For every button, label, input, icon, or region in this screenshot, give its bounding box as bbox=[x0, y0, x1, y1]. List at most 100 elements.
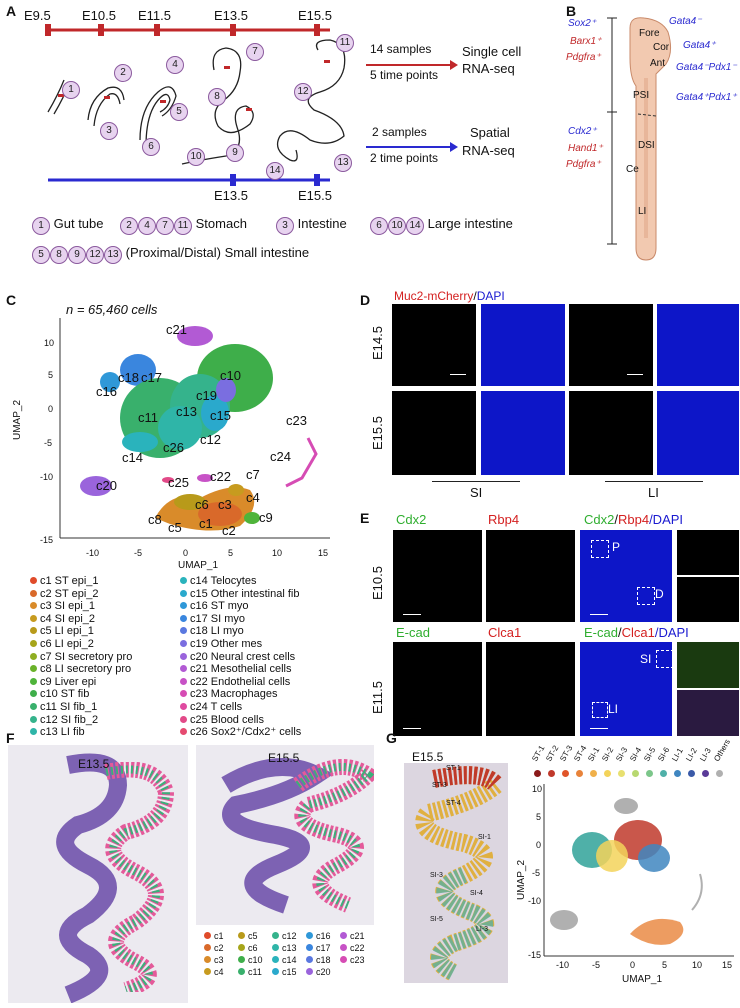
stain-rbp4: Rbp4 bbox=[488, 512, 520, 527]
micrograph-mcherry-si-e14 bbox=[392, 304, 476, 386]
legend-entry: c22 Endothelial cells bbox=[180, 676, 301, 689]
x-tick: -10 bbox=[556, 960, 570, 970]
legend-text: c24 T cells bbox=[190, 700, 243, 713]
region-ant: Ant bbox=[650, 58, 666, 69]
sample-circle: 9 bbox=[226, 144, 244, 162]
panel-a-schematic bbox=[45, 24, 346, 186]
box-label-d: D bbox=[655, 587, 664, 601]
legend-text: c11 bbox=[248, 967, 262, 977]
legend-swatch bbox=[340, 944, 347, 951]
cluster-label: c21 bbox=[166, 322, 187, 337]
marker-cdx2: Cdx2⁺ bbox=[568, 126, 597, 137]
stage-label-e13-5: E13.5 bbox=[78, 757, 110, 771]
legend-swatch bbox=[548, 770, 555, 777]
legend-text: c21 bbox=[350, 931, 365, 941]
legend-entry: c1 ST epi_1 bbox=[30, 575, 132, 588]
sample-circle: 10 bbox=[187, 148, 205, 166]
cluster-label: c17 bbox=[141, 370, 162, 385]
y-tick: 0 bbox=[48, 404, 54, 414]
y-axis-label-g: UMAP_2 bbox=[516, 859, 527, 900]
legend-text: LI-1 bbox=[670, 746, 685, 763]
legend-swatch bbox=[30, 602, 37, 610]
cluster-label: c20 bbox=[96, 478, 117, 493]
legend-swatch bbox=[180, 665, 187, 673]
legend-swatch bbox=[272, 956, 279, 963]
sample-circle: 11 bbox=[336, 34, 354, 52]
box-p bbox=[591, 540, 609, 558]
umap-plot bbox=[59, 318, 330, 539]
row-label-e15-5: E15.5 bbox=[370, 416, 385, 450]
cluster-label: c24 bbox=[270, 449, 291, 464]
legend-entry: c10 bbox=[238, 954, 263, 967]
legend-gut-tube: 1 Gut tube bbox=[32, 216, 104, 235]
legend-text: c25 Blood cells bbox=[190, 713, 264, 726]
legend-small-intestine: 5 8 9 12 13 (Proximal/Distal) Small intestin… bbox=[32, 245, 309, 264]
legend-text: c21 Mesothelial cells bbox=[190, 663, 292, 676]
y-tick: 5 bbox=[48, 370, 54, 380]
legend-swatch bbox=[272, 944, 279, 951]
row-label-e14-5: E14.5 bbox=[370, 326, 385, 360]
legend-text: ST-4 bbox=[572, 743, 589, 763]
legend-text: c12 SI fib_2 bbox=[40, 713, 99, 726]
legend-swatch bbox=[30, 577, 37, 584]
legend-text: SI-4 bbox=[628, 745, 644, 763]
legend-text: c5 LI epi_1 bbox=[40, 625, 94, 638]
cluster-label: c14 bbox=[122, 450, 143, 465]
legend-entry: c13 bbox=[272, 942, 297, 955]
y-tick: -5 bbox=[532, 868, 541, 878]
spot-overlay-e15 bbox=[288, 755, 381, 920]
legend-text: c7 SI secretory pro bbox=[40, 650, 133, 663]
legend-text: c17 bbox=[316, 943, 331, 953]
legend-text: c18 LI myo bbox=[190, 625, 244, 638]
x-tick: 15 bbox=[722, 960, 733, 970]
legend-entry: c20 bbox=[306, 966, 331, 979]
legend-swatch bbox=[180, 589, 187, 597]
micrograph-mcherry-si-e15 bbox=[392, 391, 476, 475]
legend-intestine: 3 Intestine bbox=[276, 216, 347, 235]
legend-text: c26 Sox2⁺/Cdx2⁺ cells bbox=[190, 726, 302, 739]
legend-entry: c11 SI fib_1 bbox=[30, 701, 132, 714]
legend-swatch bbox=[534, 770, 541, 777]
legend-swatch bbox=[238, 956, 245, 963]
legend-text: c23 bbox=[350, 955, 365, 965]
gut-diagram bbox=[607, 17, 672, 261]
legend-text: c2 ST epi_2 bbox=[40, 587, 99, 600]
sp-samples: 2 samples bbox=[372, 125, 427, 139]
legend-text: c3 bbox=[214, 955, 224, 965]
cluster-label: c4 bbox=[246, 490, 260, 505]
legend-text: c14 bbox=[282, 955, 297, 965]
spot-label: SI-3 bbox=[430, 872, 443, 879]
y-tick: 10 bbox=[532, 784, 543, 794]
legend-entry: c12 bbox=[272, 930, 297, 943]
legend-swatch bbox=[30, 728, 37, 736]
y-tick: -15 bbox=[528, 950, 542, 960]
legend-text: Others bbox=[712, 737, 733, 763]
spot-label: SI-5 bbox=[430, 916, 443, 923]
region-psi: PSI bbox=[633, 90, 650, 101]
cluster-legend-right: c14 Telocytes c15 Other intestinal fib c16… bbox=[180, 575, 301, 739]
col-bracket-si bbox=[432, 481, 520, 482]
legend-entry: c22 bbox=[340, 942, 365, 955]
marker-gata4-neg: Gata4⁻ bbox=[669, 16, 702, 27]
legend-swatch bbox=[562, 770, 569, 777]
legend-entry: c26 Sox2⁺/Cdx2⁺ cells bbox=[180, 726, 301, 739]
cluster-label: c25 bbox=[168, 475, 189, 490]
legend-entry: c23 bbox=[340, 954, 365, 967]
cluster-label: c3 bbox=[218, 497, 232, 512]
legend-entry: c4 SI epi_2 bbox=[30, 613, 132, 626]
panel-label-e: E bbox=[360, 510, 370, 526]
legend-swatch bbox=[716, 770, 723, 777]
sample-circle: 5 bbox=[170, 103, 188, 121]
legend-swatch bbox=[306, 932, 313, 939]
legend-entry: c20 Neural crest cells bbox=[180, 651, 301, 664]
legend-entry: c17 SI myo bbox=[180, 613, 301, 626]
cluster-label: c12 bbox=[200, 432, 221, 447]
legend-swatch bbox=[180, 639, 187, 647]
panel-label-f: F bbox=[6, 730, 15, 746]
legend-text: c18 bbox=[316, 955, 331, 965]
legend-text: c12 bbox=[282, 931, 297, 941]
sample-circle: 14 bbox=[266, 162, 284, 180]
legend-swatch bbox=[306, 968, 313, 975]
legend-text: c16 bbox=[316, 931, 331, 941]
legend-entry: c11 bbox=[238, 966, 262, 979]
